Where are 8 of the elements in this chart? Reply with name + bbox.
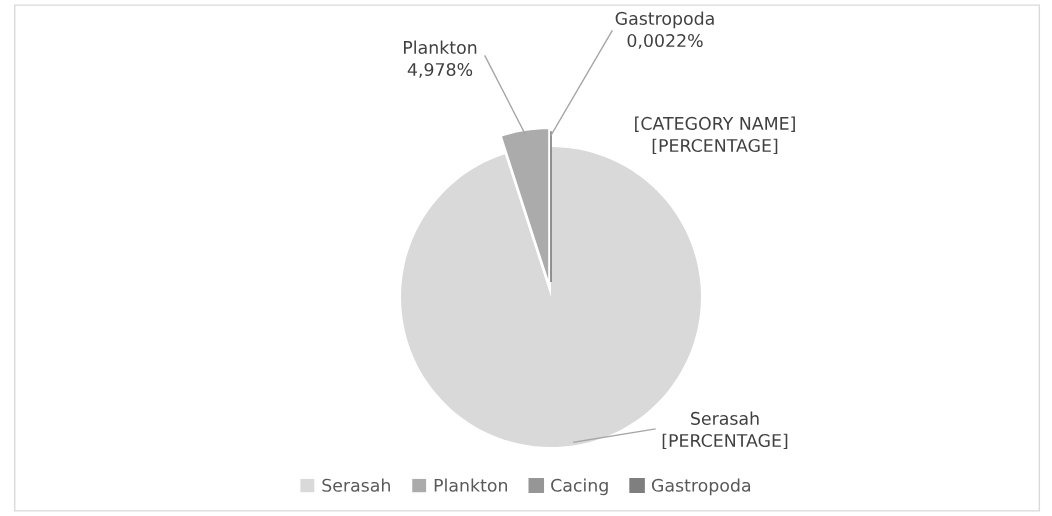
data-label: Gastropoda 0,0022% (615, 11, 714, 49)
legend-label: Gastropoda (651, 478, 751, 496)
legend-label: Plankton (434, 478, 508, 492)
legend-label: Cacing (551, 478, 608, 496)
legend-label: Serasah (322, 478, 390, 492)
data-label: Serasah [PERCENTAGE] (662, 411, 788, 450)
text: [CATEGORY NAME] [PERCENTAGE] (635, 116, 795, 155)
data-label: Plankton 4,978% (403, 40, 477, 78)
